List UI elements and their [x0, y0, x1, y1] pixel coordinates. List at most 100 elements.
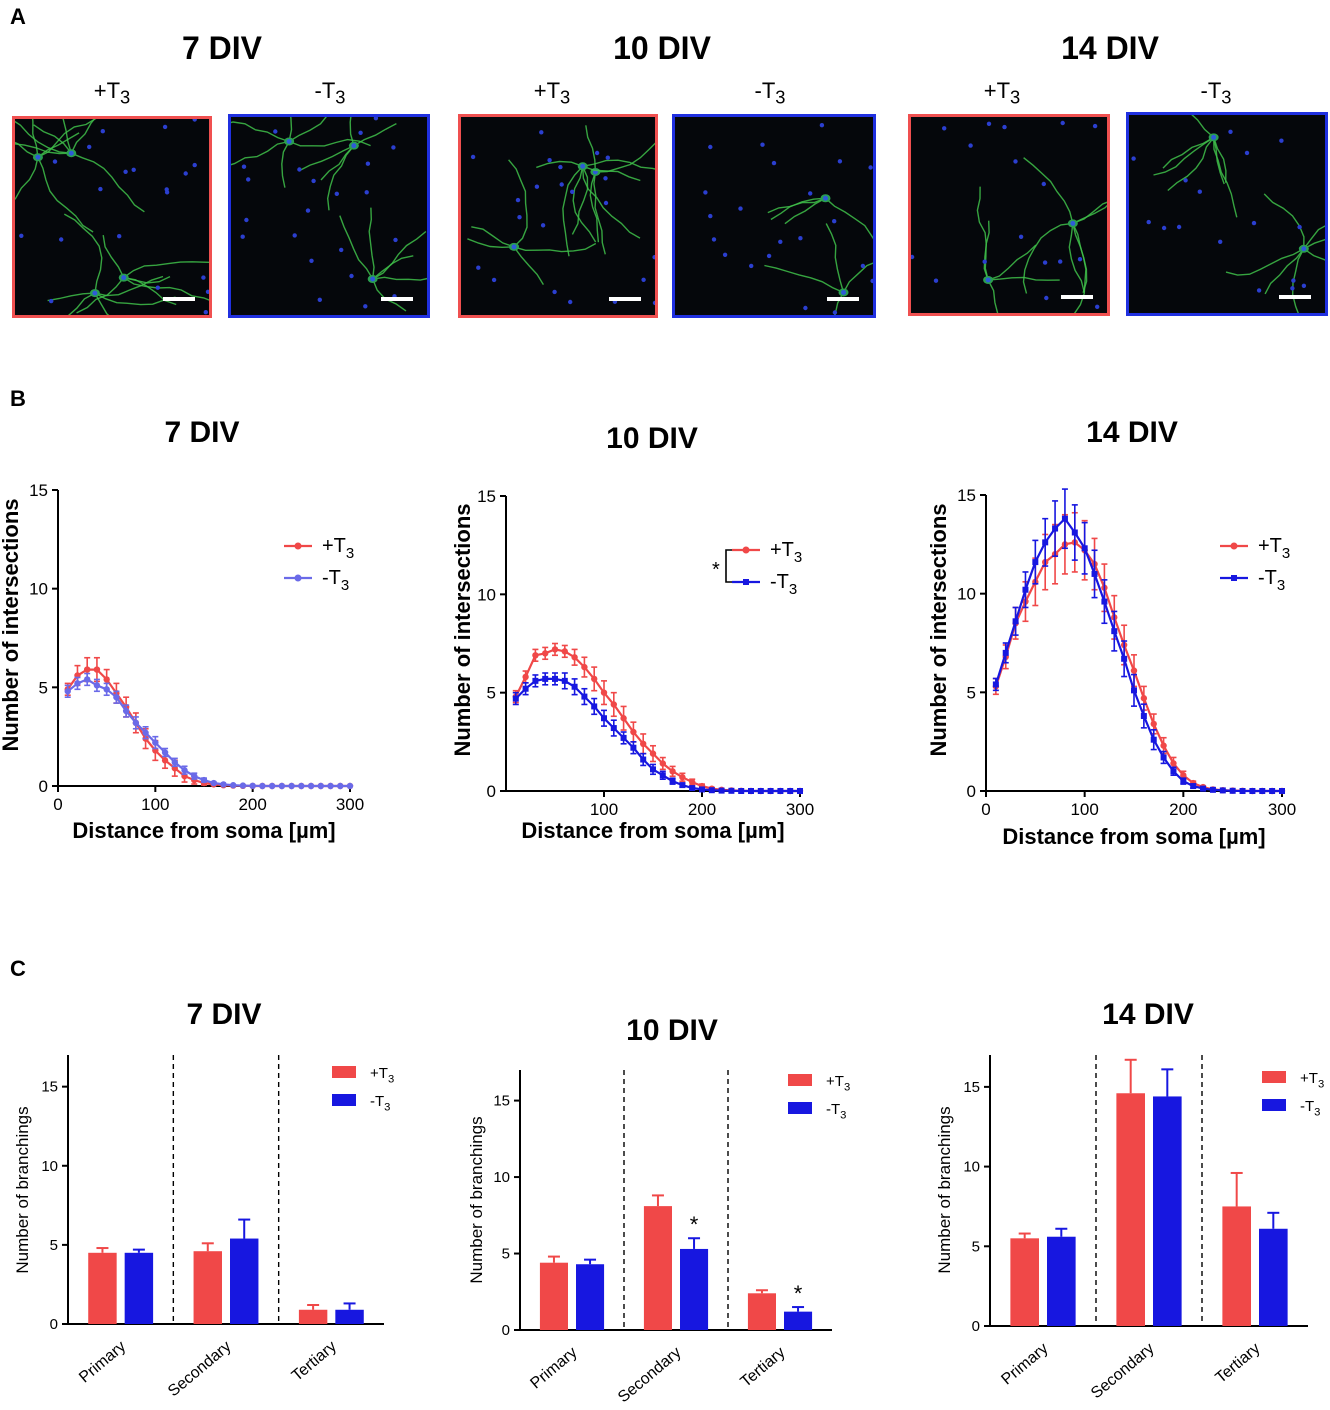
category-label: Tertiary	[1212, 1340, 1263, 1387]
micrograph-10div-plus-t3	[458, 114, 658, 318]
nucleus-dot	[968, 143, 973, 148]
data-point	[738, 788, 745, 794]
nucleus-dot	[942, 126, 947, 131]
y-axis-label: Number of branchings	[467, 1116, 486, 1283]
nucleus	[985, 277, 991, 283]
data-point	[1052, 525, 1059, 532]
nucleus-dot	[1013, 159, 1018, 164]
bar	[1222, 1206, 1251, 1326]
nucleus-dot	[470, 154, 476, 160]
chart-title: 7 DIV	[186, 998, 261, 1031]
dendrite	[988, 276, 1060, 281]
y-tick-label: 15	[957, 486, 976, 505]
bar-chart-4: 10 DIV 0 5 10 15 Number of branchings Primary *…	[467, 1014, 850, 1406]
data-point	[787, 788, 794, 794]
data-point	[346, 782, 354, 790]
legend-marker	[294, 542, 302, 550]
data-point	[1150, 736, 1157, 743]
nucleus-dot	[1279, 138, 1284, 143]
micrograph-7div-plus-t3	[12, 116, 212, 318]
nucleus-dot	[749, 263, 754, 269]
dendrite	[976, 186, 989, 281]
legend-label: +T3	[826, 1073, 850, 1094]
nucleus-dot	[164, 187, 169, 192]
scale-bar	[163, 297, 195, 301]
category-label: Secondary	[165, 1338, 235, 1400]
bar	[643, 1206, 672, 1330]
y-tick-label: 5	[967, 683, 976, 702]
data-point	[1269, 788, 1276, 794]
dendrite	[1072, 204, 1107, 225]
nucleus-dot	[1197, 189, 1202, 194]
bar	[124, 1252, 154, 1324]
nucleus-dot	[722, 252, 728, 257]
bar	[784, 1311, 813, 1330]
nucleus-dot	[246, 177, 251, 182]
nucleus-dot	[155, 285, 160, 290]
data-point	[679, 774, 686, 781]
dendrite	[513, 242, 597, 253]
nucleus	[92, 290, 98, 296]
dendrite	[825, 223, 845, 293]
data-point	[797, 788, 803, 794]
data-point	[532, 652, 539, 659]
dendrite	[31, 119, 39, 158]
nucleus	[823, 195, 829, 201]
bar	[1047, 1236, 1076, 1326]
bar-chart-5: 14 DIV 0 5 10 15 Number of branchings Primary S…	[935, 998, 1324, 1402]
data-point	[581, 663, 588, 671]
legend-marker	[742, 546, 750, 554]
data-point	[1180, 778, 1187, 785]
micrograph-drawing	[1131, 115, 1325, 313]
data-point	[1200, 785, 1207, 792]
nucleus-dot	[205, 289, 209, 294]
dendrite	[281, 141, 290, 188]
data-point	[1219, 787, 1226, 794]
nucleus-dot	[241, 164, 247, 169]
data-point	[1022, 586, 1029, 593]
nucleus-dot	[605, 155, 610, 160]
data-point	[74, 680, 81, 687]
data-point	[728, 787, 735, 794]
dendrite	[1213, 137, 1238, 218]
nucleus-dot	[349, 273, 354, 279]
dendrite	[94, 275, 164, 297]
data-point	[103, 676, 110, 683]
dendrite	[1023, 157, 1074, 224]
data-point	[1140, 695, 1148, 702]
data-point	[1249, 788, 1256, 794]
data-point	[640, 740, 647, 747]
series-line	[66, 668, 350, 788]
bar	[1259, 1228, 1288, 1326]
dendrite	[372, 276, 427, 281]
nucleus-dot	[311, 178, 316, 184]
category-label: Secondary	[615, 1344, 685, 1406]
nucleus-dot	[603, 176, 608, 181]
dendrite	[37, 119, 97, 158]
dendrite	[37, 132, 80, 158]
y-tick-label: 5	[39, 678, 48, 697]
nucleus-dot	[123, 169, 128, 174]
data-point	[679, 782, 686, 789]
data-point	[84, 676, 91, 683]
nucleus-dot	[334, 191, 339, 196]
data-point	[191, 772, 198, 780]
significance-bracket	[725, 549, 732, 583]
data-point	[93, 666, 101, 673]
dendrite	[1162, 136, 1215, 169]
dendrite	[1068, 223, 1085, 293]
dendrite	[595, 142, 655, 173]
dendrite	[582, 165, 641, 182]
legend-swatch	[332, 1066, 356, 1078]
dendrite	[1264, 248, 1305, 295]
dendrite	[231, 140, 290, 166]
dendrite	[320, 145, 355, 181]
data-point	[1131, 687, 1137, 694]
bar	[539, 1262, 568, 1330]
legend-marker	[1230, 542, 1238, 550]
nucleus	[580, 163, 586, 169]
nucleus-dot	[986, 121, 992, 126]
bar	[576, 1264, 605, 1330]
